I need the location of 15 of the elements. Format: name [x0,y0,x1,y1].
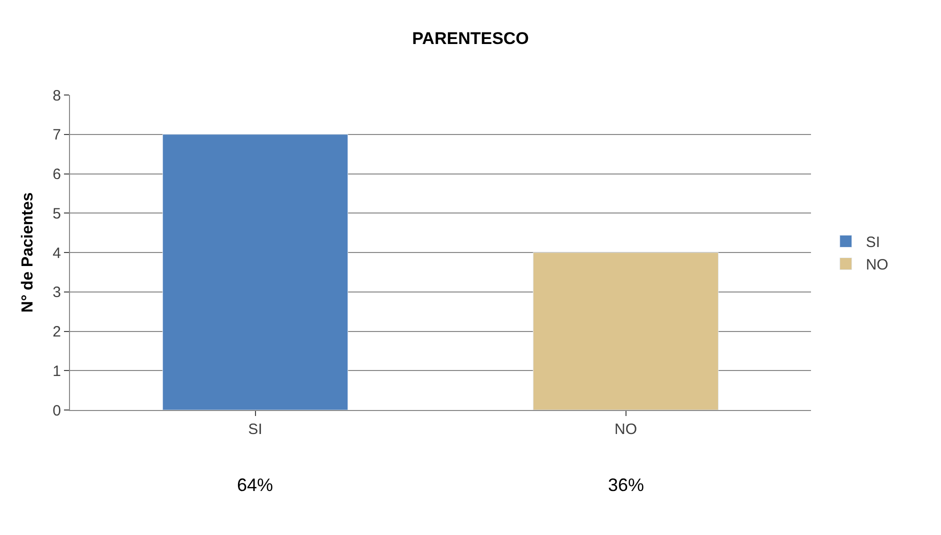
y-tick-label: 1 [52,362,61,380]
y-tick-label: 8 [52,87,61,104]
y-tick-label: 4 [52,244,61,262]
chart-title: PARENTESCO [412,29,529,48]
y-tick-label: 5 [52,205,61,222]
y-tick-label: 0 [52,402,61,420]
text: 64% [237,475,274,495]
legend-label: NO [866,256,888,274]
y-tick-label: 7 [52,126,61,144]
y-axis-title: N° de Pacientes [20,192,37,313]
y-tick-label: 6 [52,166,61,183]
text: 36% [608,475,644,495]
y-tick-label: 3 [52,284,61,302]
y-tick-label: 2 [52,324,61,340]
legend-label: SI [866,234,880,252]
